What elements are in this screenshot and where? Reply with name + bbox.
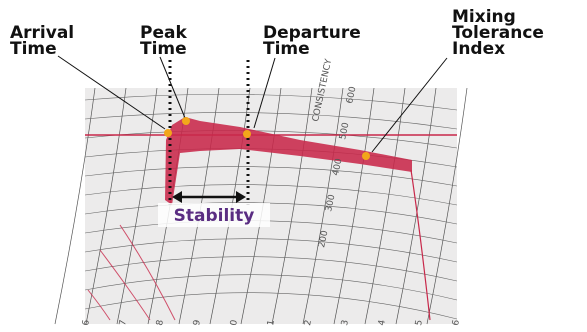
arrival-marker — [164, 129, 172, 137]
mti-marker — [362, 152, 370, 160]
farinograph-diagram: Stability ArrivalTime PeakTime Departure… — [0, 0, 587, 332]
peak-marker — [182, 117, 190, 125]
time-tick: 6 — [451, 319, 462, 327]
stability-label: Stability — [174, 206, 255, 226]
departure-marker — [243, 130, 251, 138]
